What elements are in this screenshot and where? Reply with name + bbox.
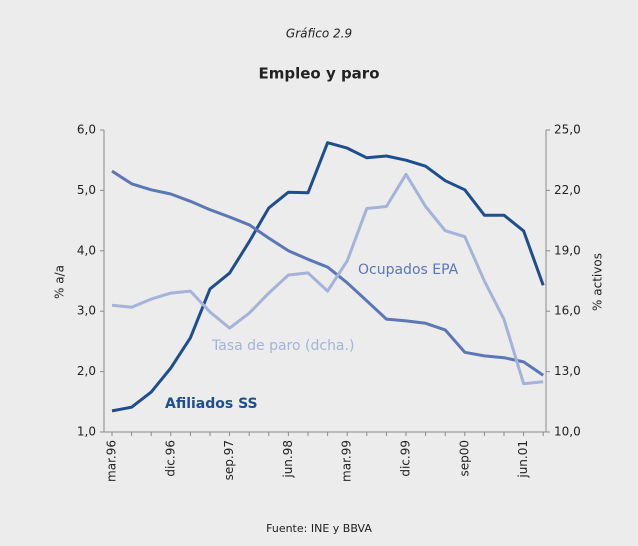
y-tick-label: 5,0 — [77, 183, 96, 197]
chart-subtitle: Gráfico 2.9 — [286, 27, 352, 41]
x-tick-label: sep00 — [457, 440, 471, 477]
series-label: Ocupados EPA — [358, 262, 459, 278]
y-axis-label: % a/a — [53, 265, 67, 299]
y-tick-label: 6,0 — [77, 123, 96, 137]
series-line — [111, 172, 544, 386]
y-tick-label: 1,0 — [77, 425, 96, 439]
series-label: Tasa de paro (dcha.) — [211, 338, 354, 354]
y2-tick-label: 13,0 — [554, 364, 581, 378]
y-tick-label: 4,0 — [77, 243, 96, 257]
y2-axis-label: % activos — [591, 253, 605, 311]
x-tick-label: mar.96 — [105, 440, 119, 482]
x-tick-label: sep.97 — [222, 440, 236, 480]
y-tick-label: 2,0 — [77, 364, 96, 378]
series-label: Afiliados SS — [165, 396, 258, 412]
y2-tick-label: 16,0 — [554, 304, 581, 318]
source-note: Fuente: INE y BBVA — [266, 522, 372, 535]
y2-tick-label: 25,0 — [554, 123, 581, 137]
series-line — [111, 169, 545, 377]
y2-tick-label: 22,0 — [554, 183, 581, 197]
x-tick-label: jun.98 — [281, 440, 295, 479]
x-tick-label: dic.96 — [163, 440, 177, 477]
y2-tick-label: 19,0 — [554, 243, 581, 257]
chart-title: Empleo y paro — [258, 65, 379, 83]
y-tick-label: 3,0 — [77, 304, 96, 318]
x-tick-label: dic.99 — [399, 440, 413, 477]
x-tick-label: jun.01 — [516, 440, 530, 479]
series-line — [111, 141, 545, 413]
x-tick-label: mar.99 — [340, 440, 354, 482]
y2-tick-label: 10,0 — [554, 425, 581, 439]
